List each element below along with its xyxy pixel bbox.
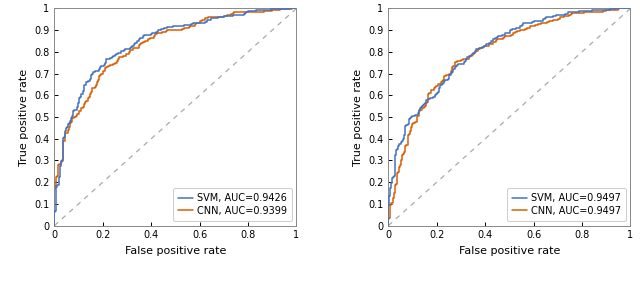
SVM, AUC=0.9497 [394,146,402,149]
SVM, AUC=0.9497 [436,85,444,88]
CNN, AUC=0.9497 [396,165,403,168]
Legend: SVM, AUC=0.9426, CNN, AUC=0.9399: SVM, AUC=0.9426, CNN, AUC=0.9399 [173,188,292,221]
CNN, AUC=0.9497 [410,122,417,125]
SVM, AUC=0.9497 [392,161,399,165]
CNN, AUC=0.9497 [401,151,408,155]
CNN, AUC=0.9497 [428,89,435,92]
SVM, AUC=0.9426 [52,206,60,209]
Y-axis label: True positive rate: True positive rate [353,69,363,166]
SVM, AUC=0.9497 [385,205,392,208]
CNN, AUC=0.9399 [57,161,65,164]
SVM, AUC=0.9497 [385,224,392,227]
CNN, AUC=0.9399 [292,7,300,10]
CNN, AUC=0.9399 [94,78,102,81]
SVM, AUC=0.9426 [51,224,58,227]
SVM, AUC=0.9426 [88,73,96,76]
X-axis label: False positive rate: False positive rate [125,246,226,256]
CNN, AUC=0.9399 [60,145,67,149]
CNN, AUC=0.9399 [51,224,58,227]
SVM, AUC=0.9426 [57,161,65,164]
CNN, AUC=0.9497 [616,7,623,10]
CNN, AUC=0.9399 [69,116,77,119]
CNN, AUC=0.9497 [385,224,392,227]
SVM, AUC=0.9497 [405,118,413,121]
CNN, AUC=0.9399 [51,205,58,208]
CNN, AUC=0.9497 [435,84,442,87]
SVM, AUC=0.9426 [285,7,293,10]
CNN, AUC=0.9399 [91,86,99,90]
SVM, AUC=0.9426 [292,7,300,10]
CNN, AUC=0.9399 [289,7,296,10]
Legend: SVM, AUC=0.9497, CNN, AUC=0.9497: SVM, AUC=0.9497, CNN, AUC=0.9497 [508,188,625,221]
SVM, AUC=0.9497 [612,7,620,10]
SVM, AUC=0.9497 [627,7,634,10]
SVM, AUC=0.9426 [68,115,76,119]
CNN, AUC=0.9497 [387,206,394,210]
SVM, AUC=0.9426 [84,80,92,83]
Line: CNN, AUC=0.9497: CNN, AUC=0.9497 [388,8,630,226]
Line: SVM, AUC=0.9426: SVM, AUC=0.9426 [54,8,296,226]
SVM, AUC=0.9426 [60,145,67,149]
X-axis label: False positive rate: False positive rate [459,246,560,256]
SVM, AUC=0.9497 [432,93,440,96]
Y-axis label: True positive rate: True positive rate [19,69,29,166]
Line: SVM, AUC=0.9497: SVM, AUC=0.9497 [388,8,630,226]
Line: CNN, AUC=0.9399: CNN, AUC=0.9399 [54,8,296,226]
CNN, AUC=0.9497 [627,7,634,10]
